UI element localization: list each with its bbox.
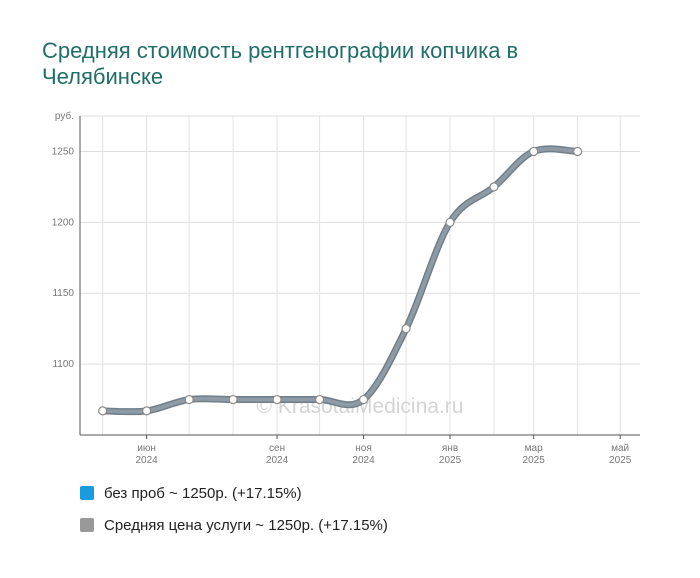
series-line-shadow-0	[99, 145, 582, 416]
legend-label: без проб ~ 1250р. (+17.15%)	[104, 484, 302, 502]
chart-title: Средняя стоимость рентгенографии копчика…	[42, 38, 519, 89]
x-tick-month: июн	[137, 443, 156, 454]
legend-swatch-1	[80, 518, 94, 532]
data-points	[98, 146, 583, 416]
legend-swatch-0	[80, 486, 94, 500]
y-tick-label: 1150	[52, 288, 74, 299]
data-point	[272, 394, 282, 405]
y-tick-label: 1200	[52, 217, 75, 228]
legend-item[interactable]: без проб ~ 1250р. (+17.15%)	[80, 484, 388, 502]
x-tick-month: сен	[269, 443, 285, 454]
x-tick-labels: июн2024сен2024ноя2024янв2025мар2025май20…	[136, 443, 632, 466]
x-tick-year: 2025	[609, 455, 632, 466]
series-lines	[99, 145, 582, 416]
y-tick-label: 1250	[52, 146, 75, 157]
data-point	[228, 394, 238, 405]
x-tick-year: 2024	[136, 455, 159, 466]
data-point	[142, 406, 152, 416]
axes	[79, 116, 640, 439]
data-point	[98, 406, 108, 416]
y-tick-label: 1100	[52, 359, 74, 370]
x-tick-month: май	[611, 443, 629, 454]
legend: без проб ~ 1250р. (+17.15%) Средняя цена…	[80, 484, 388, 548]
y-unit-label: руб.	[55, 110, 74, 122]
data-point	[401, 324, 411, 334]
series-line-0	[100, 146, 580, 414]
data-point	[184, 394, 194, 405]
x-tick-year: 2025	[439, 455, 462, 466]
data-point	[445, 217, 455, 227]
data-point	[573, 146, 583, 157]
x-tick-month: янв	[442, 443, 458, 454]
legend-label: Средняя цена услуги ~ 1250р. (+17.15%)	[104, 516, 388, 534]
x-tick-year: 2025	[523, 455, 546, 466]
data-point	[358, 394, 369, 405]
y-tick-labels: 1100 1150 1200 1250	[52, 146, 75, 370]
data-point	[314, 394, 325, 405]
grid-lines	[80, 115, 640, 435]
x-tick-month: ноя	[355, 443, 372, 454]
x-tick-year: 2024	[266, 455, 289, 466]
x-tick-month: мар	[525, 443, 543, 454]
data-point	[529, 146, 539, 157]
legend-item[interactable]: Средняя цена услуги ~ 1250р. (+17.15%)	[80, 516, 388, 534]
data-point	[489, 182, 499, 192]
x-tick-year: 2024	[352, 455, 375, 466]
